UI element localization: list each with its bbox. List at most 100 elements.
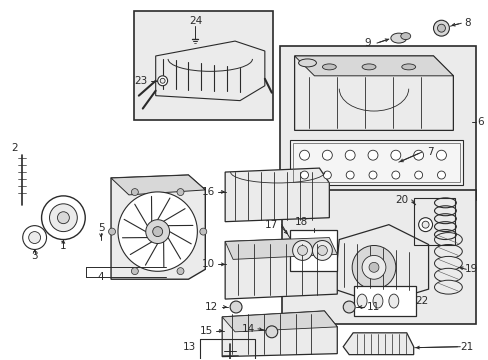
Circle shape bbox=[418, 218, 432, 231]
Circle shape bbox=[317, 246, 326, 255]
Circle shape bbox=[312, 240, 332, 260]
Polygon shape bbox=[222, 311, 337, 357]
Ellipse shape bbox=[372, 294, 382, 308]
Circle shape bbox=[145, 220, 169, 243]
Text: 2: 2 bbox=[11, 143, 18, 153]
Circle shape bbox=[322, 150, 332, 160]
Circle shape bbox=[351, 246, 395, 289]
Text: 12: 12 bbox=[204, 302, 218, 312]
Circle shape bbox=[292, 240, 312, 260]
Text: 4: 4 bbox=[98, 272, 104, 282]
Circle shape bbox=[367, 150, 377, 160]
Text: 19: 19 bbox=[464, 264, 477, 274]
Text: 3: 3 bbox=[31, 251, 38, 261]
Polygon shape bbox=[155, 41, 264, 100]
Circle shape bbox=[343, 301, 354, 313]
Ellipse shape bbox=[322, 64, 336, 70]
Text: 10: 10 bbox=[202, 259, 215, 269]
Circle shape bbox=[41, 196, 85, 239]
Polygon shape bbox=[294, 56, 452, 130]
Text: 9: 9 bbox=[364, 38, 370, 48]
Circle shape bbox=[391, 171, 399, 179]
Polygon shape bbox=[343, 333, 413, 355]
Circle shape bbox=[390, 150, 400, 160]
Text: 17: 17 bbox=[264, 220, 277, 230]
Text: 1: 1 bbox=[60, 242, 66, 252]
Circle shape bbox=[157, 76, 167, 86]
Polygon shape bbox=[222, 311, 337, 332]
Ellipse shape bbox=[434, 244, 461, 258]
Ellipse shape bbox=[434, 233, 461, 247]
Circle shape bbox=[361, 255, 385, 279]
Bar bbox=[413, 198, 454, 246]
Circle shape bbox=[118, 192, 197, 271]
Text: 16: 16 bbox=[202, 187, 215, 197]
Text: 11: 11 bbox=[366, 302, 380, 312]
Bar bbox=[353, 286, 415, 316]
Polygon shape bbox=[289, 140, 462, 185]
Circle shape bbox=[108, 228, 115, 235]
Circle shape bbox=[152, 227, 163, 237]
Circle shape bbox=[368, 171, 376, 179]
Circle shape bbox=[57, 212, 69, 224]
Polygon shape bbox=[224, 238, 337, 299]
Text: 14: 14 bbox=[241, 324, 254, 334]
Ellipse shape bbox=[388, 294, 398, 308]
Circle shape bbox=[230, 301, 242, 313]
Text: 15: 15 bbox=[200, 326, 213, 336]
Bar bbox=[289, 230, 337, 271]
Circle shape bbox=[346, 171, 353, 179]
Text: 5: 5 bbox=[98, 222, 104, 233]
Circle shape bbox=[433, 20, 448, 36]
Circle shape bbox=[413, 150, 423, 160]
Circle shape bbox=[177, 189, 183, 195]
Circle shape bbox=[131, 189, 138, 195]
Ellipse shape bbox=[356, 294, 366, 308]
Ellipse shape bbox=[434, 256, 461, 270]
Circle shape bbox=[299, 150, 309, 160]
Ellipse shape bbox=[401, 64, 415, 70]
Circle shape bbox=[131, 267, 138, 275]
Circle shape bbox=[200, 228, 206, 235]
Circle shape bbox=[160, 78, 165, 83]
Circle shape bbox=[437, 171, 445, 179]
Circle shape bbox=[177, 267, 183, 275]
Polygon shape bbox=[294, 56, 452, 76]
Circle shape bbox=[300, 171, 308, 179]
Polygon shape bbox=[111, 175, 205, 195]
Ellipse shape bbox=[434, 268, 461, 282]
Polygon shape bbox=[224, 238, 337, 260]
Ellipse shape bbox=[400, 33, 410, 40]
Text: 8: 8 bbox=[463, 18, 469, 28]
Ellipse shape bbox=[390, 33, 406, 43]
Bar bbox=[200, 339, 254, 360]
Ellipse shape bbox=[298, 59, 316, 67]
Text: 23: 23 bbox=[134, 76, 147, 86]
Circle shape bbox=[437, 24, 445, 32]
Ellipse shape bbox=[434, 280, 461, 294]
Bar bbox=[292, 143, 459, 182]
Text: 24: 24 bbox=[188, 16, 202, 26]
Bar bbox=[281, 190, 475, 324]
Circle shape bbox=[297, 246, 307, 255]
Circle shape bbox=[368, 262, 378, 272]
Bar bbox=[279, 46, 475, 200]
Text: 21: 21 bbox=[460, 342, 473, 352]
Text: 6: 6 bbox=[476, 117, 483, 127]
Circle shape bbox=[265, 326, 277, 338]
Circle shape bbox=[323, 171, 331, 179]
Text: 13: 13 bbox=[183, 342, 196, 352]
Polygon shape bbox=[111, 175, 205, 279]
Circle shape bbox=[345, 150, 354, 160]
Bar bbox=[134, 11, 272, 121]
Ellipse shape bbox=[361, 64, 375, 70]
Circle shape bbox=[421, 221, 428, 228]
Text: 20: 20 bbox=[395, 195, 408, 205]
Text: 22: 22 bbox=[414, 296, 427, 306]
Circle shape bbox=[22, 226, 46, 249]
Polygon shape bbox=[334, 225, 427, 304]
Circle shape bbox=[414, 171, 422, 179]
Polygon shape bbox=[224, 168, 328, 222]
Text: 18: 18 bbox=[294, 217, 307, 227]
Circle shape bbox=[29, 231, 41, 243]
